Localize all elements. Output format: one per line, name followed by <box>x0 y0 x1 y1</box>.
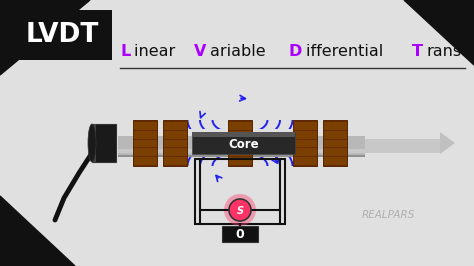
Bar <box>195 159 285 224</box>
Bar <box>12 10 112 60</box>
Bar <box>228 120 252 166</box>
Text: inear: inear <box>134 44 181 60</box>
Text: REALPARS: REALPARS <box>361 210 415 220</box>
Bar <box>118 129 365 157</box>
Bar <box>365 133 440 139</box>
Bar <box>293 120 317 166</box>
Text: LVDT: LVDT <box>25 22 99 48</box>
Text: ifferential: ifferential <box>306 44 388 60</box>
Bar <box>92 124 96 162</box>
Bar <box>118 129 365 136</box>
Ellipse shape <box>88 124 96 162</box>
Bar <box>192 132 295 154</box>
Text: ariable: ariable <box>210 44 271 60</box>
Bar <box>133 120 157 166</box>
Text: D: D <box>288 44 302 60</box>
Bar <box>118 131 365 155</box>
Circle shape <box>229 199 251 221</box>
Polygon shape <box>0 0 90 75</box>
Bar <box>365 133 440 153</box>
Text: ransformer: ransformer <box>426 44 474 60</box>
Text: 0: 0 <box>236 227 245 240</box>
Circle shape <box>224 194 256 226</box>
Text: L: L <box>121 44 131 60</box>
Bar <box>323 120 347 166</box>
Text: T: T <box>412 44 423 60</box>
Bar <box>222 226 258 242</box>
Bar <box>118 149 365 153</box>
Bar <box>163 120 187 166</box>
Bar <box>192 132 295 137</box>
Bar <box>92 124 116 162</box>
Polygon shape <box>440 132 455 154</box>
Polygon shape <box>404 0 474 65</box>
Text: V: V <box>194 44 207 60</box>
Polygon shape <box>0 196 75 266</box>
Text: S: S <box>237 206 244 215</box>
Text: Core: Core <box>228 138 259 151</box>
